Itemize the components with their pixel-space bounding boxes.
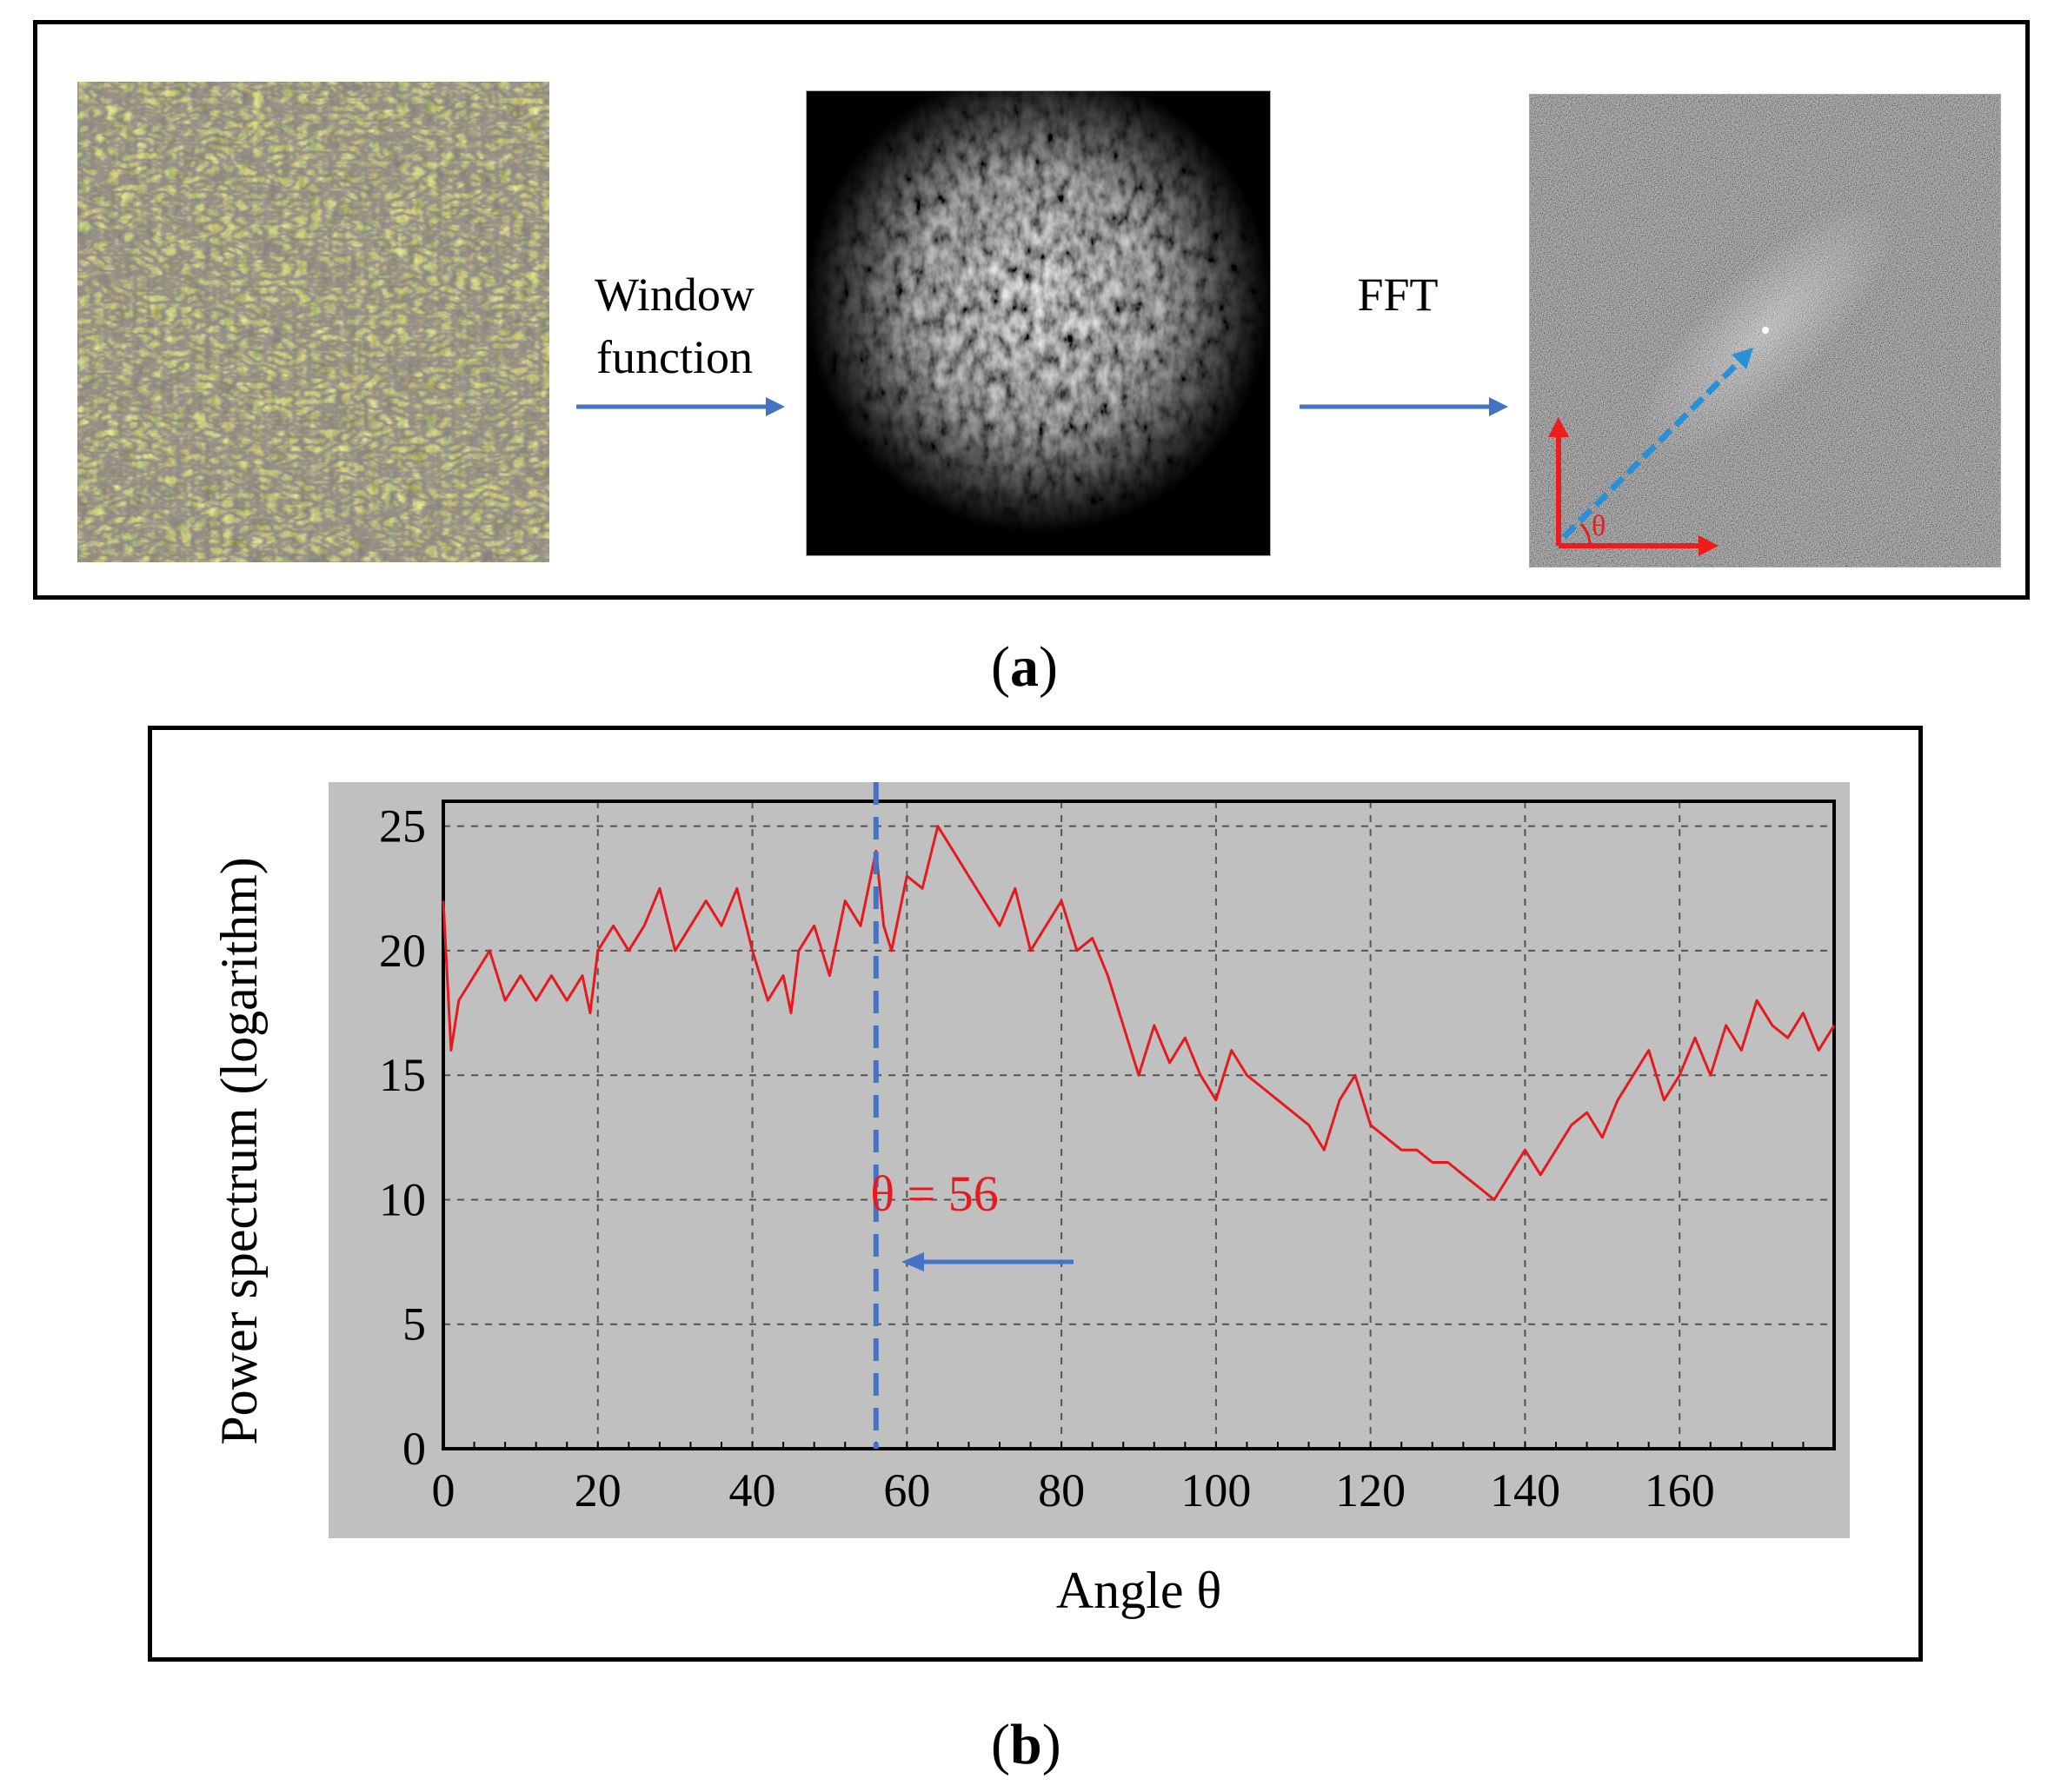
x-tick-label: 120 — [1335, 1464, 1406, 1517]
caption-a-open: ( — [991, 635, 1010, 699]
window-function-label-line1: Window — [595, 269, 755, 321]
window-function-arrow — [576, 397, 785, 416]
y-tick-label: 0 — [402, 1423, 426, 1475]
series-line-power-spectrum — [442, 825, 1836, 1201]
window-function-label-line2: function — [596, 331, 753, 383]
fft-label: FFT — [1357, 269, 1439, 321]
power-spectrum-chart: 0 20 40 60 80 100 120 140 160 0 5 10 15 20 25 Angle θ Po… — [210, 782, 1850, 1619]
caption-b-letter: b — [1009, 1713, 1042, 1776]
caption-b-open: ( — [991, 1713, 1010, 1776]
x-tick-label: 0 — [432, 1464, 455, 1517]
y-tick-label: 10 — [379, 1173, 426, 1225]
x-tick-label: 160 — [1645, 1464, 1715, 1517]
panel-a-frame: Window function FFT — [33, 20, 2030, 600]
y-tick-label: 25 — [379, 800, 426, 853]
x-tick-label: 60 — [883, 1464, 930, 1517]
y-tick-label: 20 — [379, 925, 426, 977]
x-tick-label: 80 — [1038, 1464, 1085, 1517]
y-axis-label: Power spectrum (logarithm) — [210, 857, 268, 1445]
x-tick-label: 100 — [1180, 1464, 1251, 1517]
plot-axes-box — [442, 800, 1836, 1450]
y-tick-label: 15 — [379, 1049, 426, 1101]
y-tick-label: 5 — [402, 1298, 426, 1351]
x-axis-label: Angle θ — [1056, 1562, 1221, 1619]
caption-a-letter: a — [1009, 635, 1039, 699]
crop-texture-image — [77, 82, 549, 562]
x-tick-label: 40 — [729, 1464, 776, 1517]
annotation-arrow-head — [901, 1252, 924, 1271]
theta-annotation-label: θ = 56 — [870, 1165, 999, 1222]
plot-background — [329, 782, 1850, 1538]
panel-b-frame: 0 20 40 60 80 100 120 140 160 0 5 10 15 20 25 Angle θ Po… — [148, 726, 1923, 1662]
fft-arrow — [1300, 397, 1508, 416]
x-tick-label: 140 — [1490, 1464, 1560, 1517]
fft-spectrum-image: θ — [1529, 94, 2001, 567]
caption-a: (a) — [991, 634, 1058, 700]
caption-a-close: ) — [1038, 635, 1058, 699]
theta-symbol: θ — [1592, 510, 1606, 542]
window-function-label: Window function — [575, 263, 775, 388]
caption-b-close: ) — [1041, 1713, 1061, 1776]
x-tick-label: 20 — [575, 1464, 622, 1517]
caption-b: (b) — [991, 1712, 1061, 1778]
windowed-image — [806, 90, 1271, 556]
